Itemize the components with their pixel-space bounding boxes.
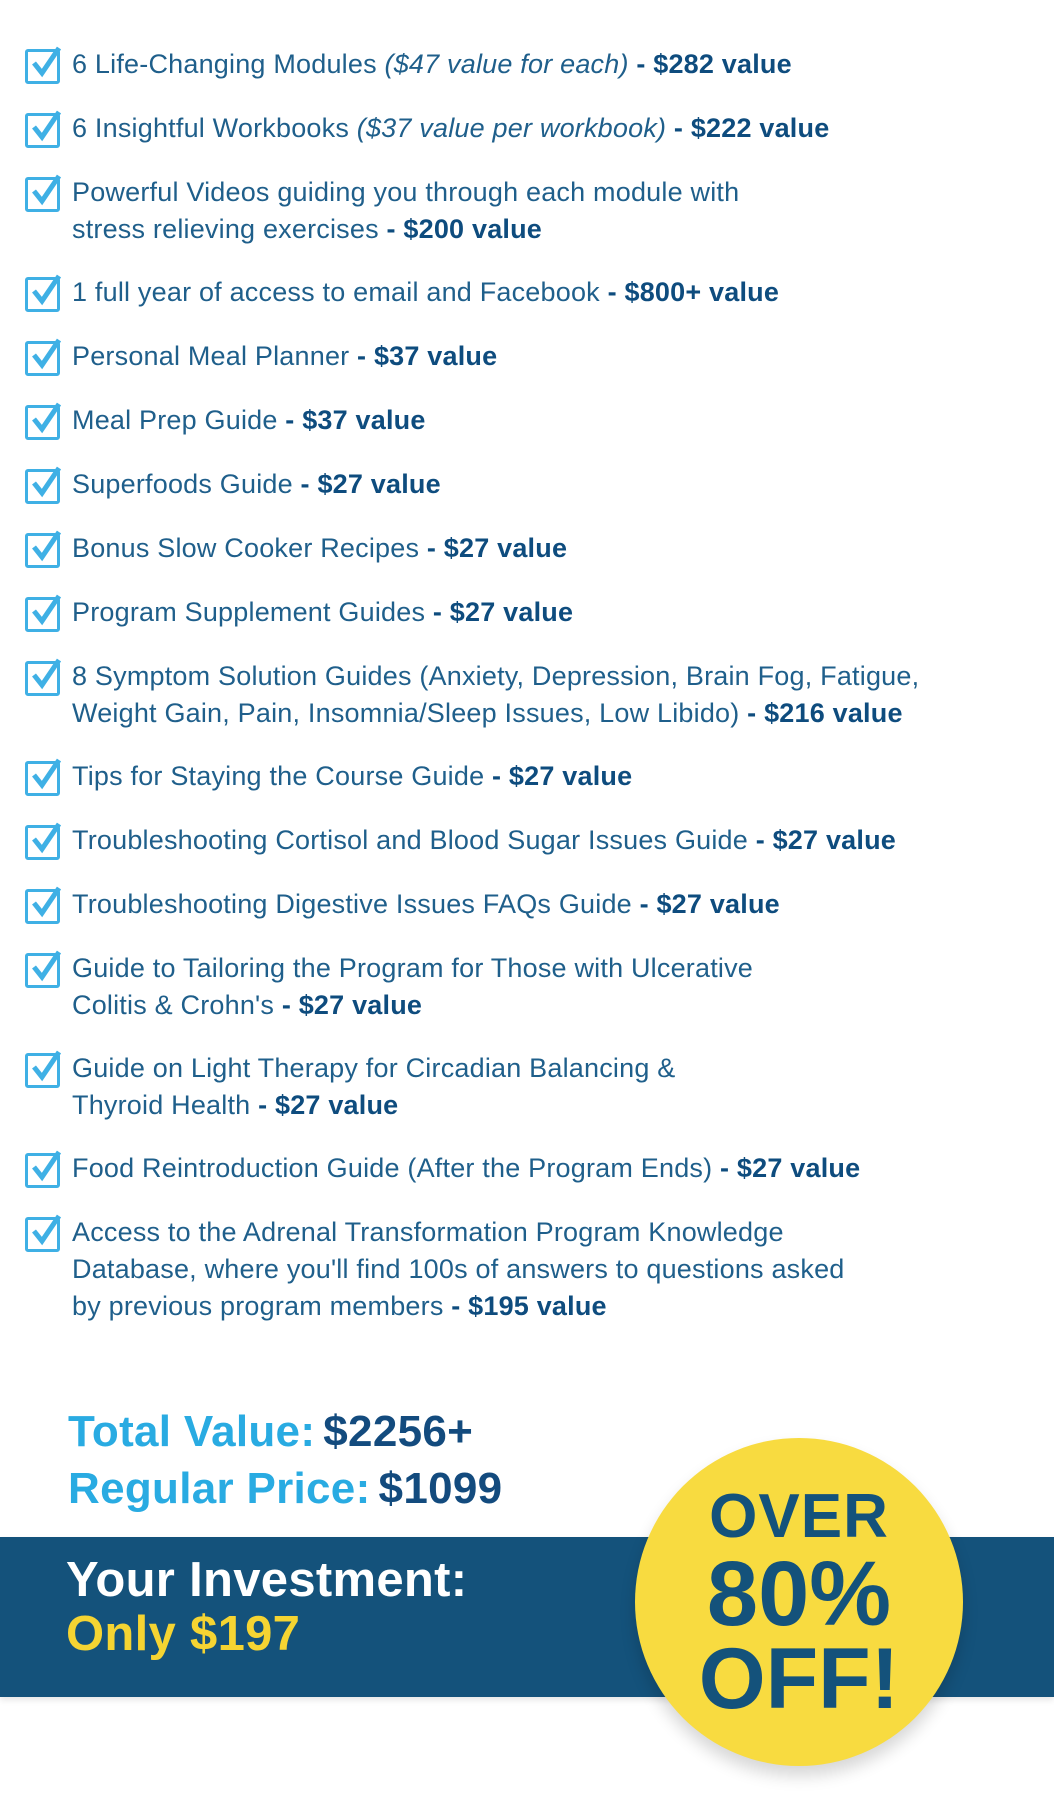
discount-badge-line: 80% <box>706 1543 892 1645</box>
checkbox-checked-icon <box>25 274 62 312</box>
checkbox-checked-icon <box>25 110 62 148</box>
checklist-item-text: Powerful Videos guiding you through each… <box>72 177 740 244</box>
checklist-item: Food Reintroduction Guide (After the Pro… <box>25 1150 1048 1188</box>
investment-price: Only $197 <box>66 1607 301 1661</box>
checklist-item: Guide to Tailoring the Program for Those… <box>25 950 1048 1024</box>
checkbox-checked-icon <box>25 758 62 796</box>
checkbox-checked-icon <box>25 174 62 212</box>
checkbox-checked-icon <box>25 466 62 504</box>
checklist-item: 6 Life-Changing Modules ($47 value for e… <box>25 46 1048 84</box>
checklist-item-text: 8 Symptom Solution Guides (Anxiety, Depr… <box>72 661 920 728</box>
checklist-item-text: Meal Prep Guide - $37 value <box>72 405 426 435</box>
checklist-item: Powerful Videos guiding you through each… <box>25 174 1048 248</box>
checkbox-checked-icon <box>25 1050 62 1088</box>
total-value-row: Total Value: $2256+ <box>68 1403 502 1460</box>
checklist-item: Superfoods Guide - $27 value <box>25 466 1048 504</box>
checklist-item-text: Personal Meal Planner - $37 value <box>72 341 498 371</box>
checklist-item: 6 Insightful Workbooks ($37 value per wo… <box>25 110 1048 148</box>
checklist-item-text: 6 Insightful Workbooks ($37 value per wo… <box>72 113 830 143</box>
checklist-item-text: Program Supplement Guides - $27 value <box>72 597 574 627</box>
discount-badge-line: OFF! <box>698 1631 900 1727</box>
discount-badge-line: OVER <box>709 1482 889 1551</box>
checklist-item: 8 Symptom Solution Guides (Anxiety, Depr… <box>25 658 1048 732</box>
checklist-item: Troubleshooting Digestive Issues FAQs Gu… <box>25 886 1048 924</box>
checklist-item-text: Guide to Tailoring the Program for Those… <box>72 953 754 1020</box>
checklist-item-text: 6 Life-Changing Modules ($47 value for e… <box>72 49 792 79</box>
checklist-item-text: Bonus Slow Cooker Recipes - $27 value <box>72 533 568 563</box>
checklist-item: Troubleshooting Cortisol and Blood Sugar… <box>25 822 1048 860</box>
checkbox-checked-icon <box>25 530 62 568</box>
checklist-item-text: Superfoods Guide - $27 value <box>72 469 441 499</box>
regular-price-row: Regular Price: $1099 <box>68 1460 502 1517</box>
checklist-item: Guide on Light Therapy for Circadian Bal… <box>25 1050 1048 1124</box>
checkbox-checked-icon <box>25 594 62 632</box>
total-value-amount: $2256+ <box>323 1407 474 1456</box>
checklist-item-text: Troubleshooting Cortisol and Blood Sugar… <box>72 825 896 855</box>
checklist-item: Program Supplement Guides - $27 value <box>25 594 1048 632</box>
checkbox-checked-icon <box>25 1150 62 1188</box>
checkbox-checked-icon <box>25 338 62 376</box>
checkbox-checked-icon <box>25 46 62 84</box>
pricing-summary: Total Value: $2256+ Regular Price: $1099 <box>68 1403 502 1517</box>
checklist-item: Meal Prep Guide - $37 value <box>25 402 1048 440</box>
checklist-item: 1 full year of access to email and Faceb… <box>25 274 1048 312</box>
checklist-item-text: 1 full year of access to email and Faceb… <box>72 277 780 307</box>
checklist-item-text: Tips for Staying the Course Guide - $27 … <box>72 761 633 791</box>
checklist-item-text: Food Reintroduction Guide (After the Pro… <box>72 1153 861 1183</box>
checkbox-checked-icon <box>25 950 62 988</box>
benefits-checklist: 6 Life-Changing Modules ($47 value for e… <box>25 46 1048 1351</box>
regular-price-amount: $1099 <box>378 1464 503 1513</box>
checklist-item: Access to the Adrenal Transformation Pro… <box>25 1214 1048 1325</box>
checklist-item-text: Troubleshooting Digestive Issues FAQs Gu… <box>72 889 780 919</box>
checkbox-checked-icon <box>25 658 62 696</box>
total-value-label: Total Value: <box>68 1407 316 1456</box>
checklist-item: Personal Meal Planner - $37 value <box>25 338 1048 376</box>
regular-price-label: Regular Price: <box>68 1464 371 1513</box>
checklist-item-text: Guide on Light Therapy for Circadian Bal… <box>72 1053 676 1120</box>
checkbox-checked-icon <box>25 822 62 860</box>
checkbox-checked-icon <box>25 886 62 924</box>
checkbox-checked-icon <box>25 402 62 440</box>
checklist-item: Tips for Staying the Course Guide - $27 … <box>25 758 1048 796</box>
discount-badge: OVER 80% OFF! <box>635 1438 963 1766</box>
investment-label: Your Investment: <box>66 1553 468 1607</box>
checklist-item: Bonus Slow Cooker Recipes - $27 value <box>25 530 1048 568</box>
checklist-item-text: Access to the Adrenal Transformation Pro… <box>72 1217 845 1321</box>
checkbox-checked-icon <box>25 1214 62 1252</box>
